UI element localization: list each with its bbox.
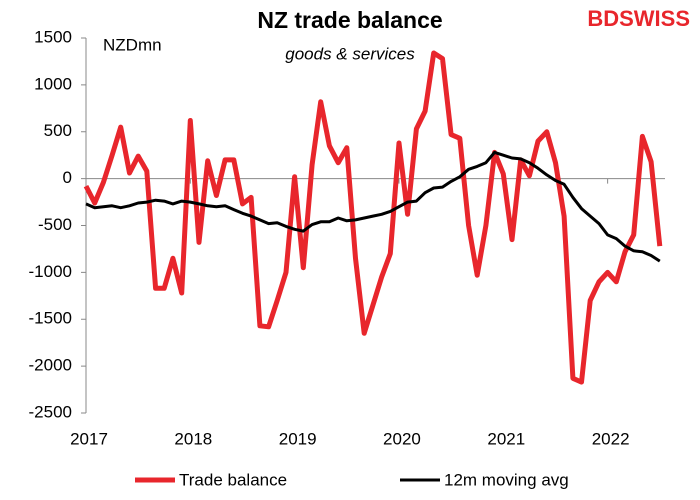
y-tick-label: -500: [38, 215, 72, 234]
y-tick-label: -2000: [29, 356, 72, 375]
series-line: [85, 150, 661, 263]
x-tick-label: 2022: [592, 429, 630, 448]
x-tick-label: 2018: [174, 429, 212, 448]
x-tick-label: 2021: [487, 429, 525, 448]
x-tick-label: 2017: [70, 429, 108, 448]
y-tick-label: 0: [63, 168, 72, 187]
unit-label: NZDmn: [103, 35, 162, 54]
x-tick-label: 2020: [383, 429, 421, 448]
y-tick-label: -2500: [29, 402, 72, 421]
legend-label: Trade balance: [179, 470, 287, 489]
y-tick-label: 1000: [34, 74, 72, 93]
chart-subtitle: goods & services: [285, 44, 415, 63]
y-tick-label: 1500: [34, 27, 72, 46]
series-line: [83, 50, 663, 385]
y-tick-label: -1500: [29, 309, 72, 328]
chart-title: NZ trade balance: [257, 7, 442, 33]
x-tick-label: 2019: [279, 429, 317, 448]
legend-label: 12m moving avg: [444, 470, 569, 489]
brand-logo: BDSWISS: [587, 6, 690, 31]
y-tick-label: 500: [44, 121, 72, 140]
y-tick-label: -1000: [29, 262, 72, 281]
